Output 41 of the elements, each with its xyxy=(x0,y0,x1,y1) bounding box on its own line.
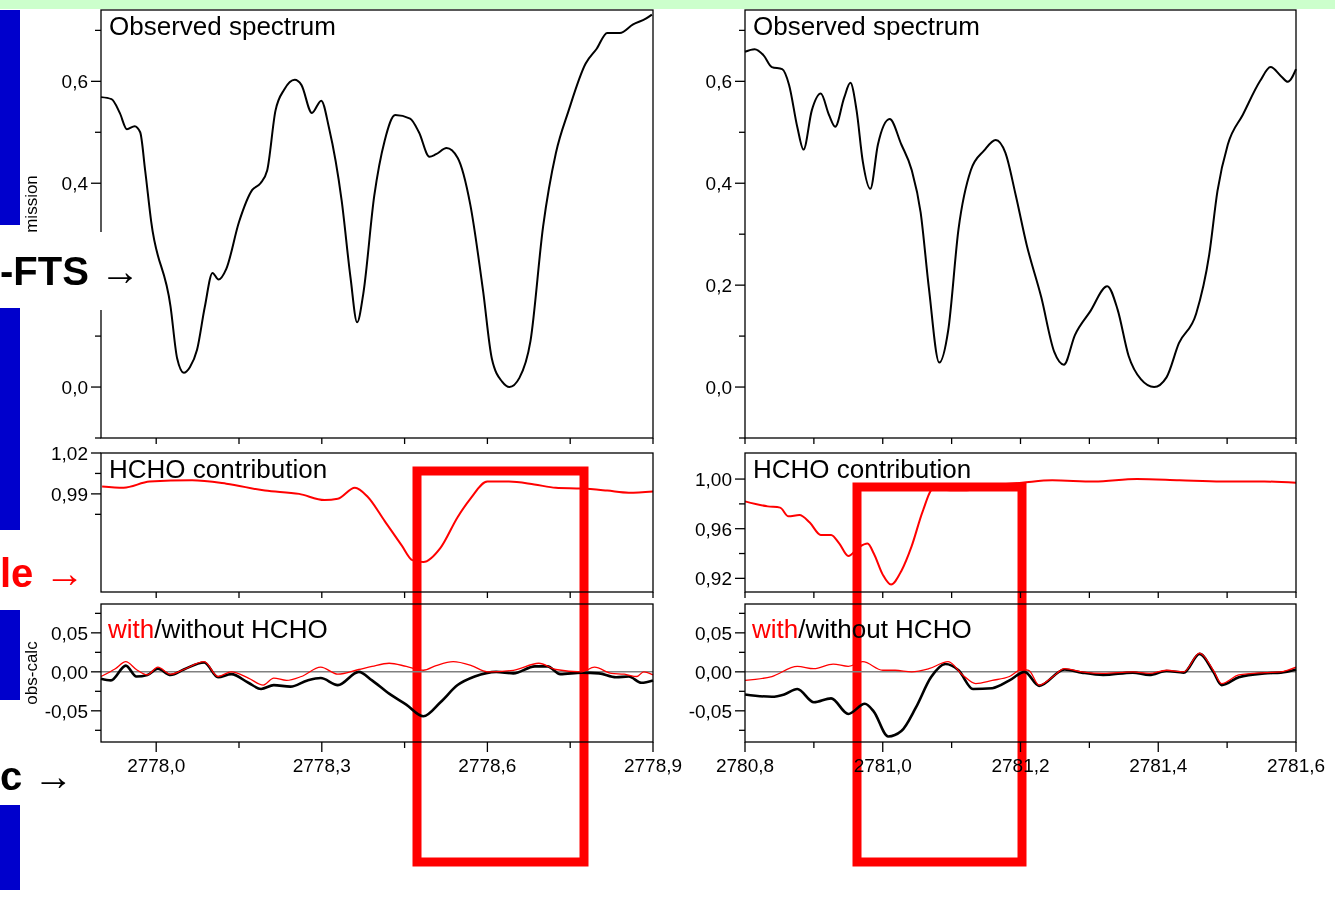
text: c → xyxy=(0,754,74,798)
chart-title: HCHO contribution xyxy=(109,454,328,484)
x-tick-label: 2781,4 xyxy=(1129,755,1188,776)
line-series xyxy=(101,479,654,564)
x-tick-label: 2778,9 xyxy=(623,755,683,776)
y-tick-label: 0,0 xyxy=(61,377,88,399)
y-tick-label: 0,4 xyxy=(705,173,733,195)
y-tick-label: 0,05 xyxy=(695,622,732,644)
y-tick-label: -0,05 xyxy=(688,700,732,722)
text: le → xyxy=(0,551,85,595)
y-tick-label: 0,96 xyxy=(695,518,732,540)
series-label: with xyxy=(751,614,799,644)
y-tick-label: 0,6 xyxy=(61,71,88,93)
y-tick-label: 1,00 xyxy=(695,469,732,491)
x-tick-label: 2781,6 xyxy=(1266,755,1326,776)
chart-title: Observed spectrum xyxy=(753,11,980,41)
y-tick-label: 0,6 xyxy=(705,71,732,93)
y-tick-label: 0,00 xyxy=(51,661,88,683)
y-tick-label: 0,92 xyxy=(695,568,732,590)
y-tick-label: 0,2 xyxy=(705,275,732,297)
series-label: /without HCHO xyxy=(154,614,328,644)
y-tick-label: 0,4 xyxy=(61,173,89,195)
x-tick-label: 2778,6 xyxy=(458,755,517,776)
chart-title: Observed spectrum xyxy=(109,11,336,41)
y-tick-label: 0,99 xyxy=(51,483,88,505)
chart-title: HCHO contribution xyxy=(753,454,972,484)
x-tick-label: 2778,0 xyxy=(127,755,186,776)
y-tick-label: -0,05 xyxy=(44,700,88,722)
series-label: with xyxy=(107,614,155,644)
y-tick-label: 1,02 xyxy=(51,443,88,464)
line-series xyxy=(744,478,1297,586)
annotation: -FTS → xyxy=(0,249,140,293)
y-axis-title: obs-calc xyxy=(22,640,41,705)
x-tick-label: 2778,3 xyxy=(292,755,351,776)
line-series xyxy=(744,652,1297,686)
y-tick-label: 0,0 xyxy=(705,377,732,399)
line-series xyxy=(100,661,654,686)
y-tick-label: 0,00 xyxy=(695,661,732,683)
y-axis-title: mission xyxy=(22,175,41,233)
y-tick-label: 0,05 xyxy=(51,622,88,644)
x-tick-label: 2780,8 xyxy=(715,755,775,776)
